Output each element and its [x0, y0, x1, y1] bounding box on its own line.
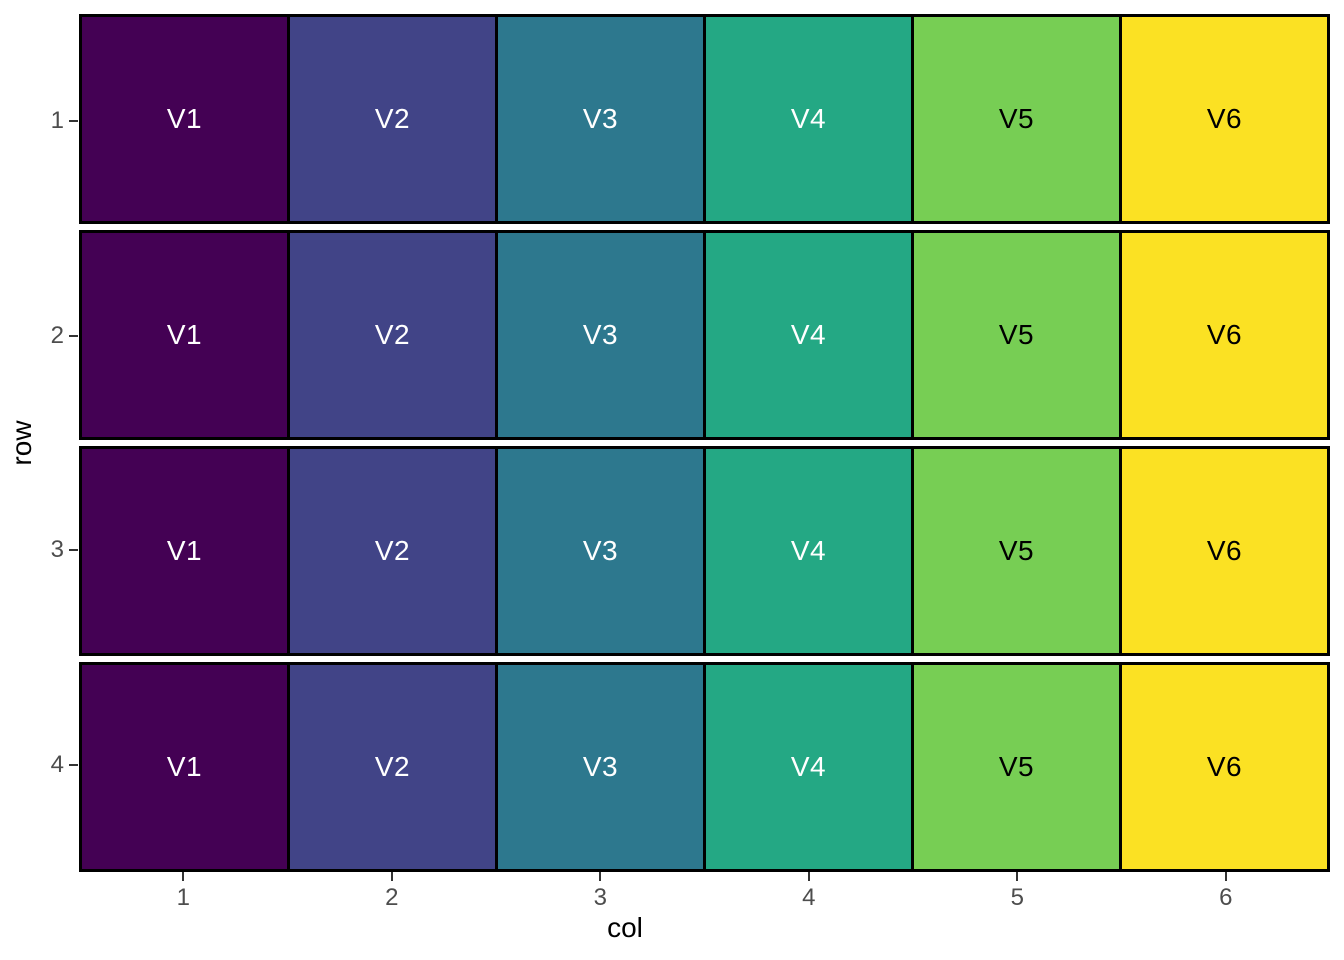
y-tick-mark [69, 120, 78, 123]
x-tick-mark [182, 872, 185, 881]
heatmap-cell: V3 [495, 233, 703, 437]
heatmap-row-3: V1 V2 V3 V4 V5 V6 [79, 446, 1330, 656]
x-tick-label: 6 [1219, 884, 1233, 911]
x-tick-label: 3 [593, 884, 607, 911]
heatmap-cell: V1 [82, 17, 287, 221]
heatmap-cell: V2 [287, 233, 495, 437]
heatmap-cell: V5 [911, 17, 1119, 221]
heatmap-cell: V4 [703, 233, 911, 437]
heatmap-cell: V6 [1119, 665, 1327, 869]
heatmap-cell: V2 [287, 665, 495, 869]
x-axis-title: col [607, 912, 643, 943]
y-tick-label: 2 [50, 321, 64, 349]
heatmap-cell: V4 [703, 449, 911, 653]
heatmap-cell: V1 [82, 233, 287, 437]
heatmap-cell: V5 [911, 665, 1119, 869]
heatmap-cell: V2 [287, 17, 495, 221]
heatmap-cell: V5 [911, 233, 1119, 437]
heatmap-cell: V3 [495, 449, 703, 653]
y-tick-mark [69, 549, 78, 552]
heatmap-cell: V5 [911, 449, 1119, 653]
x-axis: 1 2 3 4 5 6 [79, 872, 1330, 960]
heatmap-cell: V6 [1119, 449, 1327, 653]
x-tick-label: 2 [385, 884, 399, 911]
heatmap-cell: V6 [1119, 17, 1327, 221]
heatmap-panel: V1 V2 V3 V4 V5 V6 V1 V2 V3 V4 V5 V6 V1 V2 V3 V4 V5 V6 V1 V2… [79, 14, 1330, 872]
heatmap-cell: V3 [495, 665, 703, 869]
x-tick-mark [1224, 872, 1227, 881]
y-tick-mark [69, 334, 78, 337]
y-axis: 1 2 3 4 [0, 14, 79, 872]
x-tick-mark [390, 872, 393, 881]
heatmap-row-2: V1 V2 V3 V4 V5 V6 [79, 230, 1330, 440]
heatmap-row-4: V1 V2 V3 V4 V5 V6 [79, 662, 1330, 872]
x-tick-mark [807, 872, 810, 881]
y-tick-mark [69, 763, 78, 766]
heatmap-cell: V6 [1119, 233, 1327, 437]
y-tick-label: 1 [50, 107, 64, 135]
x-tick-label: 4 [802, 884, 816, 911]
heatmap-cell: V4 [703, 665, 911, 869]
y-tick-label: 4 [50, 750, 64, 778]
x-tick-mark [599, 872, 602, 881]
x-tick-mark [1016, 872, 1019, 881]
x-tick-label: 5 [1010, 884, 1024, 911]
heatmap-cell: V2 [287, 449, 495, 653]
x-tick-label: 1 [176, 884, 190, 911]
heatmap-cell: V3 [495, 17, 703, 221]
heatmap-cell: V1 [82, 665, 287, 869]
heatmap-cell: V1 [82, 449, 287, 653]
heatmap-row-1: V1 V2 V3 V4 V5 V6 [79, 14, 1330, 224]
heatmap-cell: V4 [703, 17, 911, 221]
y-tick-label: 3 [50, 536, 64, 564]
